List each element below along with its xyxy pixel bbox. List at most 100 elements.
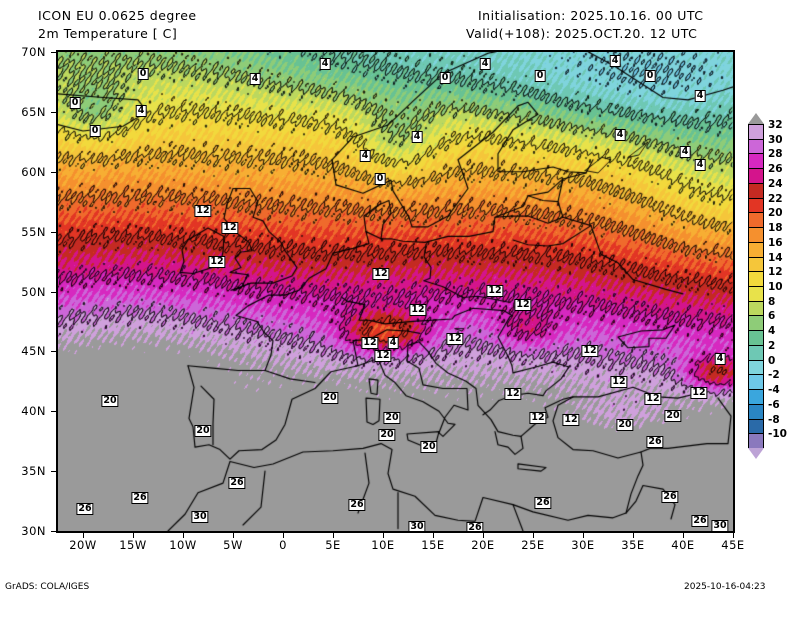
colorbar-tick-label: 14 [768,251,783,264]
x-tick-mark [233,533,234,538]
map-plot-area[interactable]: 0 0 0 4 4 4 12 12 12 4 0 4 0 4 0 4 0 4 4 4 4 12 12 12 12 12 12 4 12 2… [56,50,735,533]
contour-label: 4 [694,159,706,172]
colorbar-legend[interactable]: -10 -8 -6 -4 -2 0 2 4 6 8 10 12 14 16 18 20 22 24 26 28 30 32 [746,113,800,470]
x-tick-mark [733,533,734,538]
colorbar-tick-label: 18 [768,222,783,235]
contour-label: 12 [221,221,239,234]
colorbar-swatch [748,330,764,345]
contour-label: 26 [534,497,552,510]
contour-label: 0 [439,71,451,84]
colorbar-swatch [748,197,764,213]
x-tick-label: 15W [119,538,147,552]
y-tick-mark [51,231,56,233]
contour-label: 26 [466,522,484,533]
contour-label: 30 [408,521,426,532]
x-tick-mark [183,533,184,538]
contour-label: 20 [378,428,396,441]
y-tick-label: 55N [21,224,46,239]
colorbar-tick-label: 0 [768,354,776,367]
colorbar-tick-label: -4 [768,384,780,397]
contour-label: 0 [374,172,386,185]
x-tick-label: 30E [571,538,595,552]
y-tick-mark [51,171,56,173]
colorbar-tick-label: 26 [768,163,783,176]
contour-label: 12 [562,414,580,427]
colorbar-swatch [748,212,764,228]
contour-label: 4 [479,57,491,70]
contour-label: 26 [76,503,94,516]
contour-label: 20 [383,412,401,425]
colorbar-tick-label: 20 [768,207,783,220]
colorbar-tick-label: -10 [768,428,787,441]
x-tick-mark [583,533,584,538]
colorbar-swatch [748,241,764,257]
contour-label: 12 [610,376,628,389]
contour-label: 26 [131,492,149,505]
contour-label: 4 [679,146,691,159]
contour-label: 20 [616,419,634,432]
colorbar-tick-label: 30 [768,133,783,146]
y-tick-label: 30N [21,524,46,538]
contour-label: 12 [361,336,379,349]
y-tick-label: 70N [21,45,46,59]
contour-label: 20 [664,409,682,422]
y-tick-mark [51,411,56,413]
colorbar-swatch [748,271,764,286]
x-tick-mark [333,533,334,538]
colorbar-swatch [748,286,764,301]
colorbar-swatch [748,418,764,434]
colorbar-swatch [748,138,764,154]
contour-label: 4 [714,353,726,366]
colorbar-swatch [748,124,764,139]
x-tick-label: 20E [471,538,495,552]
x-tick-mark [633,533,634,538]
colorbar-swatch [748,433,764,448]
contour-label: 12 [446,333,464,345]
colorbar-tick-label: 10 [768,281,783,293]
x-tick-label: 15E [421,538,445,552]
contour-label: 4 [359,149,371,162]
x-tick-label: 10E [371,538,395,552]
colorbar-below-min-arrow [748,448,764,459]
contour-label: 0 [644,69,656,82]
valid-time: Valid(+108): 2025.OCT.20. 12 UTC [466,26,698,41]
contour-label: 30 [191,511,209,524]
y-tick-label: 50N [21,284,46,299]
y-tick-mark [51,52,56,53]
contour-label: 26 [228,476,246,489]
colorbar-tick-label: 22 [768,192,783,205]
x-tick-mark [483,533,484,538]
x-tick-mark [83,533,84,538]
contour-label: 0 [89,124,101,137]
colorbar-swatch [748,168,764,183]
colorbar-tick-label: 24 [768,177,783,190]
colorbar-tick-label: -2 [768,369,780,382]
x-tick-mark [133,533,134,538]
contour-label: 4 [694,89,706,102]
colorbar-swatch [748,256,764,272]
contour-label: 12 [529,412,547,425]
contour-label: 12 [194,204,212,217]
contour-label: 4 [411,130,423,143]
colorbar-swatch [748,359,764,375]
contour-label: 26 [661,491,679,504]
contour-label: 12 [690,386,708,399]
colorbar-tick-label: 12 [768,266,783,279]
variable-title: 2m Temperature [ C] [38,26,178,41]
colorbar-swatch [748,344,764,360]
x-tick-label: 45E [721,538,745,552]
x-tick-mark [433,533,434,538]
contour-label: 4 [319,57,331,70]
x-tick-label: 35E [621,538,645,552]
credit-text: GrADS: COLA/IGES [5,582,90,592]
contour-label: 20 [194,425,212,438]
contour-label: 12 [644,392,662,405]
contour-label: 0 [137,68,149,81]
contour-label: 26 [646,435,664,448]
colorbar-swatch [748,315,764,331]
initialisation-time: Initialisation: 2025.10.16. 00 UTC [478,8,704,23]
x-tick-mark [683,533,684,538]
contour-label: 12 [372,268,390,281]
x-tick-mark [383,533,384,538]
temperature-field-raster [58,52,733,531]
